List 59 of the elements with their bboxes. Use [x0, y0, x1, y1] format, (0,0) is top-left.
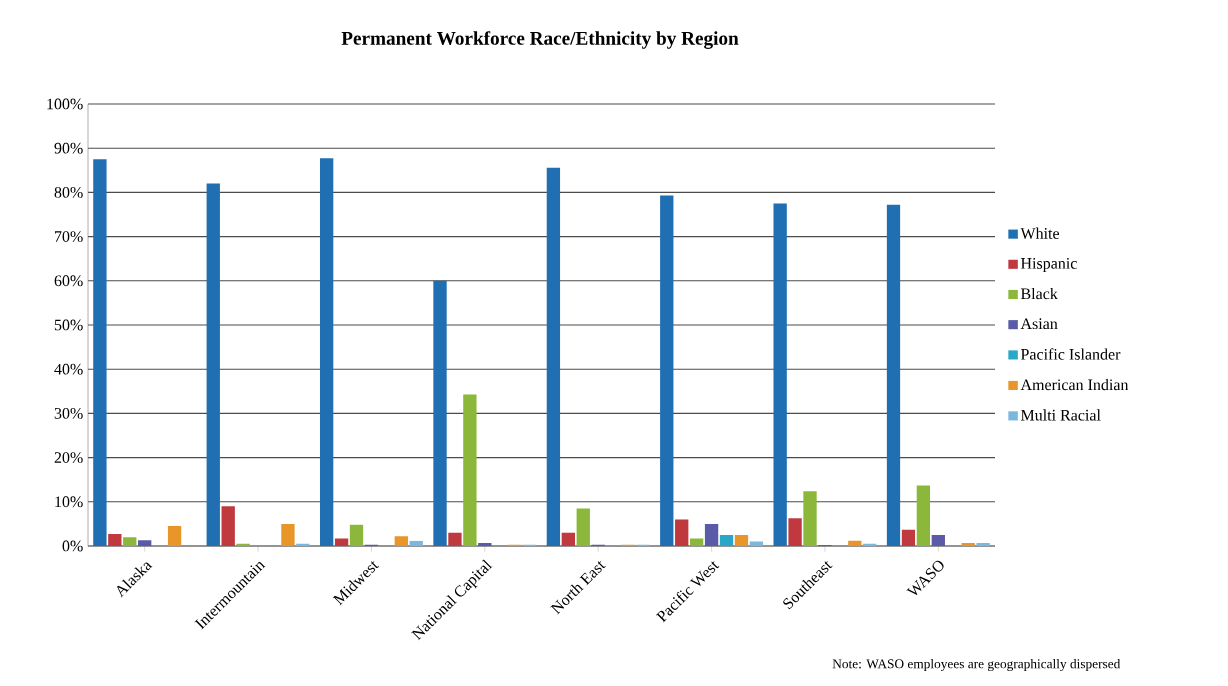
bar: [675, 519, 689, 546]
legend-label: Multi Racial: [1020, 409, 1101, 421]
y-tick-label: 10%: [55, 496, 83, 508]
bar: [296, 543, 310, 546]
bar: [734, 534, 749, 546]
y-tick-label: 80%: [54, 186, 83, 198]
bar: [961, 542, 975, 546]
bar: [409, 540, 423, 546]
legend-label: Black: [1020, 287, 1058, 300]
bar: [448, 532, 462, 546]
bar: [281, 523, 295, 546]
y-tick-label: 40%: [54, 363, 83, 375]
bar: [901, 529, 916, 546]
bar: [863, 543, 877, 546]
bar: [108, 534, 122, 546]
legend-label: Asian: [1020, 318, 1058, 330]
legend-label: Pacific Islander: [1020, 348, 1121, 360]
y-tick-label: 50%: [54, 319, 83, 331]
y-tick-label: 20%: [54, 452, 83, 464]
bar: [138, 540, 152, 546]
bar: [221, 506, 235, 546]
bar: [660, 195, 674, 546]
text: Note: WASO employees are geographically dispersed: [832, 658, 1121, 672]
bar: [576, 508, 590, 546]
bar: [719, 534, 734, 546]
bar: [689, 538, 704, 546]
bar: [976, 542, 990, 546]
legend-label: American Indian: [1020, 378, 1129, 391]
bar: [561, 532, 575, 546]
chart-title: Permanent Workforce Race/Ethnicity by Region: [341, 31, 739, 49]
bar: [848, 540, 862, 546]
bar: [167, 526, 182, 546]
bar: [349, 524, 364, 546]
bar: [803, 491, 817, 546]
bar: [773, 203, 787, 546]
bar: [236, 543, 250, 546]
bar: [788, 518, 802, 546]
bar: [394, 536, 408, 546]
bar: [463, 394, 477, 546]
bar: [123, 537, 137, 546]
y-tick-label: 60%: [54, 275, 83, 287]
bar: [319, 158, 334, 546]
legend-label: White: [1020, 227, 1060, 239]
bar: [886, 204, 901, 546]
y-tick-label: 90%: [54, 142, 83, 154]
y-tick-label: 0%: [62, 540, 83, 552]
bar: [704, 523, 719, 546]
bar: [546, 167, 561, 546]
bar: [478, 542, 492, 546]
legend-label: Hispanic: [1020, 258, 1077, 273]
bar: [916, 485, 931, 546]
bar: [334, 538, 349, 546]
bar: [206, 183, 220, 546]
y-tick-label: 100%: [47, 98, 83, 110]
bar: [931, 534, 945, 546]
y-tick-label: 30%: [54, 407, 83, 419]
bar: [93, 159, 107, 546]
bar: [433, 280, 447, 546]
y-tick-label: 70%: [55, 231, 83, 243]
